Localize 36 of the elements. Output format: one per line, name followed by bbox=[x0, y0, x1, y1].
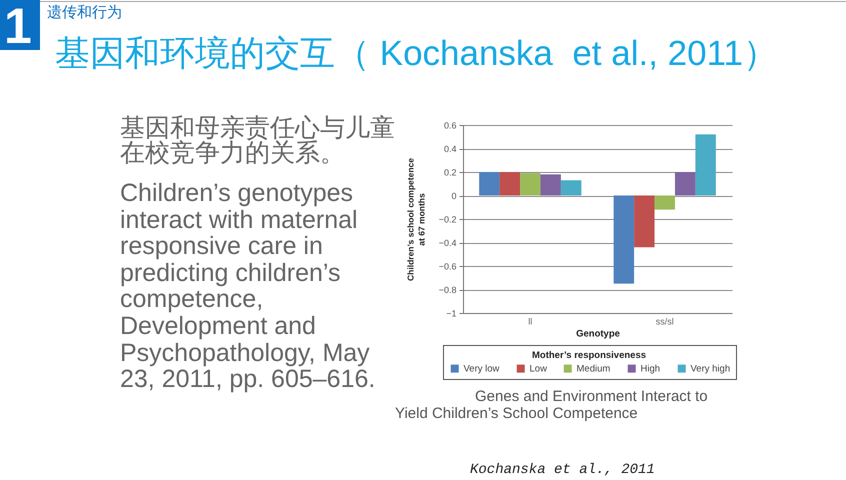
bar bbox=[614, 196, 634, 284]
legend-label: Low bbox=[530, 364, 548, 375]
y-tick-label: 0 bbox=[451, 191, 456, 201]
bar bbox=[520, 173, 540, 196]
legend-label: Medium bbox=[576, 364, 610, 375]
text: 1 bbox=[4, 0, 32, 54]
legend-label: Very low bbox=[464, 364, 500, 375]
y-tick-label: −1 bbox=[446, 308, 456, 318]
bar bbox=[654, 196, 675, 210]
bar bbox=[674, 172, 696, 196]
bar bbox=[695, 134, 716, 196]
text: 遗传和行为 bbox=[47, 3, 122, 22]
bar bbox=[540, 174, 561, 196]
legend-label: Very high bbox=[690, 364, 730, 375]
bar bbox=[500, 172, 520, 196]
bar bbox=[560, 180, 582, 196]
y-tick-label: 0.2 bbox=[444, 168, 456, 178]
legend-title: Mother’s responsiveness bbox=[532, 350, 646, 361]
bar bbox=[634, 196, 655, 248]
y-tick-label: 0.6 bbox=[444, 120, 456, 130]
bar bbox=[479, 172, 500, 196]
legend-label: High bbox=[640, 364, 660, 375]
y-tick-label: −0.2 bbox=[438, 214, 456, 224]
x-tick-label: ll bbox=[528, 316, 532, 326]
y-tick-label: −0.8 bbox=[438, 285, 456, 295]
text: Genes and Environment Interact to Yield Children’s School Competence bbox=[395, 388, 709, 422]
y-tick-label: −0.6 bbox=[438, 262, 456, 272]
text: Kochanska et al., 2011 bbox=[470, 462, 655, 478]
chart-title: 基因和环境的交互（ Kochanska et al., 2011） bbox=[55, 33, 778, 75]
y-tick-label: 0.4 bbox=[444, 144, 456, 154]
x-tick-label: ss/sl bbox=[656, 316, 674, 326]
text: 基因和母亲责任心与儿童在校竞争力的关系。 bbox=[120, 114, 395, 167]
y-tick-label: −0.4 bbox=[438, 238, 456, 248]
x-axis-title: Genotype bbox=[576, 328, 620, 340]
y-axis-title: Children’s school competence at 67 months bbox=[406, 158, 427, 281]
text: Children’s genotypes interact with maternal responsive care in predicting children’s competence, Development and Psychopathology, May 23, 2011, pp. 605–616. bbox=[120, 179, 376, 394]
